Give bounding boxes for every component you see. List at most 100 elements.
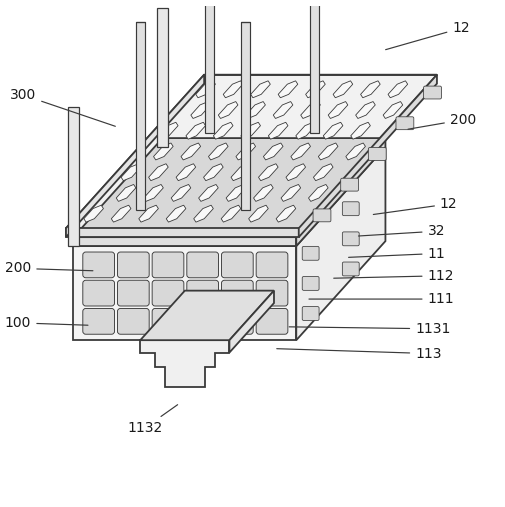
FancyBboxPatch shape xyxy=(396,117,414,130)
Polygon shape xyxy=(181,143,200,160)
Polygon shape xyxy=(276,205,296,222)
Polygon shape xyxy=(229,291,274,352)
Polygon shape xyxy=(333,81,352,98)
Polygon shape xyxy=(314,164,333,180)
FancyBboxPatch shape xyxy=(302,307,319,320)
FancyBboxPatch shape xyxy=(222,252,253,278)
FancyBboxPatch shape xyxy=(256,252,288,278)
Polygon shape xyxy=(73,246,296,340)
Polygon shape xyxy=(159,122,178,139)
Polygon shape xyxy=(148,164,168,180)
FancyBboxPatch shape xyxy=(256,308,288,334)
Polygon shape xyxy=(226,185,246,201)
Text: 1132: 1132 xyxy=(127,405,178,435)
Polygon shape xyxy=(111,205,131,222)
Polygon shape xyxy=(154,143,173,160)
FancyBboxPatch shape xyxy=(152,308,184,334)
Polygon shape xyxy=(144,185,163,201)
FancyBboxPatch shape xyxy=(342,232,359,246)
Polygon shape xyxy=(281,185,300,201)
FancyBboxPatch shape xyxy=(302,276,319,291)
Text: 200: 200 xyxy=(5,262,93,275)
Polygon shape xyxy=(250,81,270,98)
Text: 300: 300 xyxy=(10,88,115,126)
Polygon shape xyxy=(328,101,348,119)
Polygon shape xyxy=(278,81,298,98)
Polygon shape xyxy=(73,138,385,237)
Text: 32: 32 xyxy=(359,224,445,238)
Polygon shape xyxy=(291,143,311,160)
Text: 111: 111 xyxy=(309,292,454,306)
Text: 100: 100 xyxy=(5,316,88,330)
Polygon shape xyxy=(204,164,223,180)
FancyBboxPatch shape xyxy=(187,252,219,278)
Polygon shape xyxy=(318,143,338,160)
Polygon shape xyxy=(223,81,243,98)
Polygon shape xyxy=(68,107,79,246)
Polygon shape xyxy=(73,147,385,246)
FancyBboxPatch shape xyxy=(187,308,219,334)
Polygon shape xyxy=(286,164,306,180)
Polygon shape xyxy=(296,122,316,139)
Polygon shape xyxy=(299,75,437,237)
Polygon shape xyxy=(140,340,229,387)
Polygon shape xyxy=(268,122,288,139)
Polygon shape xyxy=(361,81,380,98)
Polygon shape xyxy=(191,101,211,119)
Polygon shape xyxy=(194,205,213,222)
FancyBboxPatch shape xyxy=(83,280,115,306)
FancyBboxPatch shape xyxy=(83,252,115,278)
FancyBboxPatch shape xyxy=(302,246,319,260)
Polygon shape xyxy=(198,185,218,201)
Polygon shape xyxy=(166,205,186,222)
Polygon shape xyxy=(259,164,278,180)
FancyBboxPatch shape xyxy=(341,178,359,191)
Polygon shape xyxy=(241,22,250,210)
Polygon shape xyxy=(323,122,343,139)
Text: 200: 200 xyxy=(408,113,476,129)
Polygon shape xyxy=(209,143,228,160)
FancyBboxPatch shape xyxy=(313,209,331,222)
Polygon shape xyxy=(84,205,104,222)
FancyBboxPatch shape xyxy=(152,252,184,278)
Polygon shape xyxy=(140,291,274,340)
Polygon shape xyxy=(196,81,215,98)
Polygon shape xyxy=(246,101,266,119)
Polygon shape xyxy=(254,185,273,201)
Polygon shape xyxy=(66,75,437,228)
FancyBboxPatch shape xyxy=(118,280,149,306)
Text: 12: 12 xyxy=(386,21,470,50)
Polygon shape xyxy=(273,101,293,119)
FancyBboxPatch shape xyxy=(118,308,149,334)
Polygon shape xyxy=(171,185,191,201)
Text: 113: 113 xyxy=(277,347,442,360)
Polygon shape xyxy=(310,0,319,133)
Polygon shape xyxy=(241,122,261,139)
FancyBboxPatch shape xyxy=(222,308,253,334)
Polygon shape xyxy=(351,122,370,139)
Polygon shape xyxy=(296,147,385,340)
Polygon shape xyxy=(214,122,233,139)
FancyBboxPatch shape xyxy=(118,252,149,278)
Polygon shape xyxy=(73,237,296,246)
FancyBboxPatch shape xyxy=(83,308,115,334)
Text: 11: 11 xyxy=(348,246,445,261)
FancyBboxPatch shape xyxy=(368,148,386,160)
Polygon shape xyxy=(186,122,206,139)
Polygon shape xyxy=(236,143,256,160)
Text: 12: 12 xyxy=(373,197,458,214)
FancyBboxPatch shape xyxy=(152,280,184,306)
Polygon shape xyxy=(346,143,366,160)
Polygon shape xyxy=(301,101,320,119)
Polygon shape xyxy=(356,101,375,119)
Polygon shape xyxy=(221,205,241,222)
Polygon shape xyxy=(176,164,196,180)
Polygon shape xyxy=(306,81,325,98)
Polygon shape xyxy=(136,22,145,210)
FancyBboxPatch shape xyxy=(342,262,359,276)
Polygon shape xyxy=(66,228,299,237)
Polygon shape xyxy=(116,185,136,201)
Polygon shape xyxy=(296,138,385,246)
FancyBboxPatch shape xyxy=(342,202,359,215)
Polygon shape xyxy=(206,0,214,133)
